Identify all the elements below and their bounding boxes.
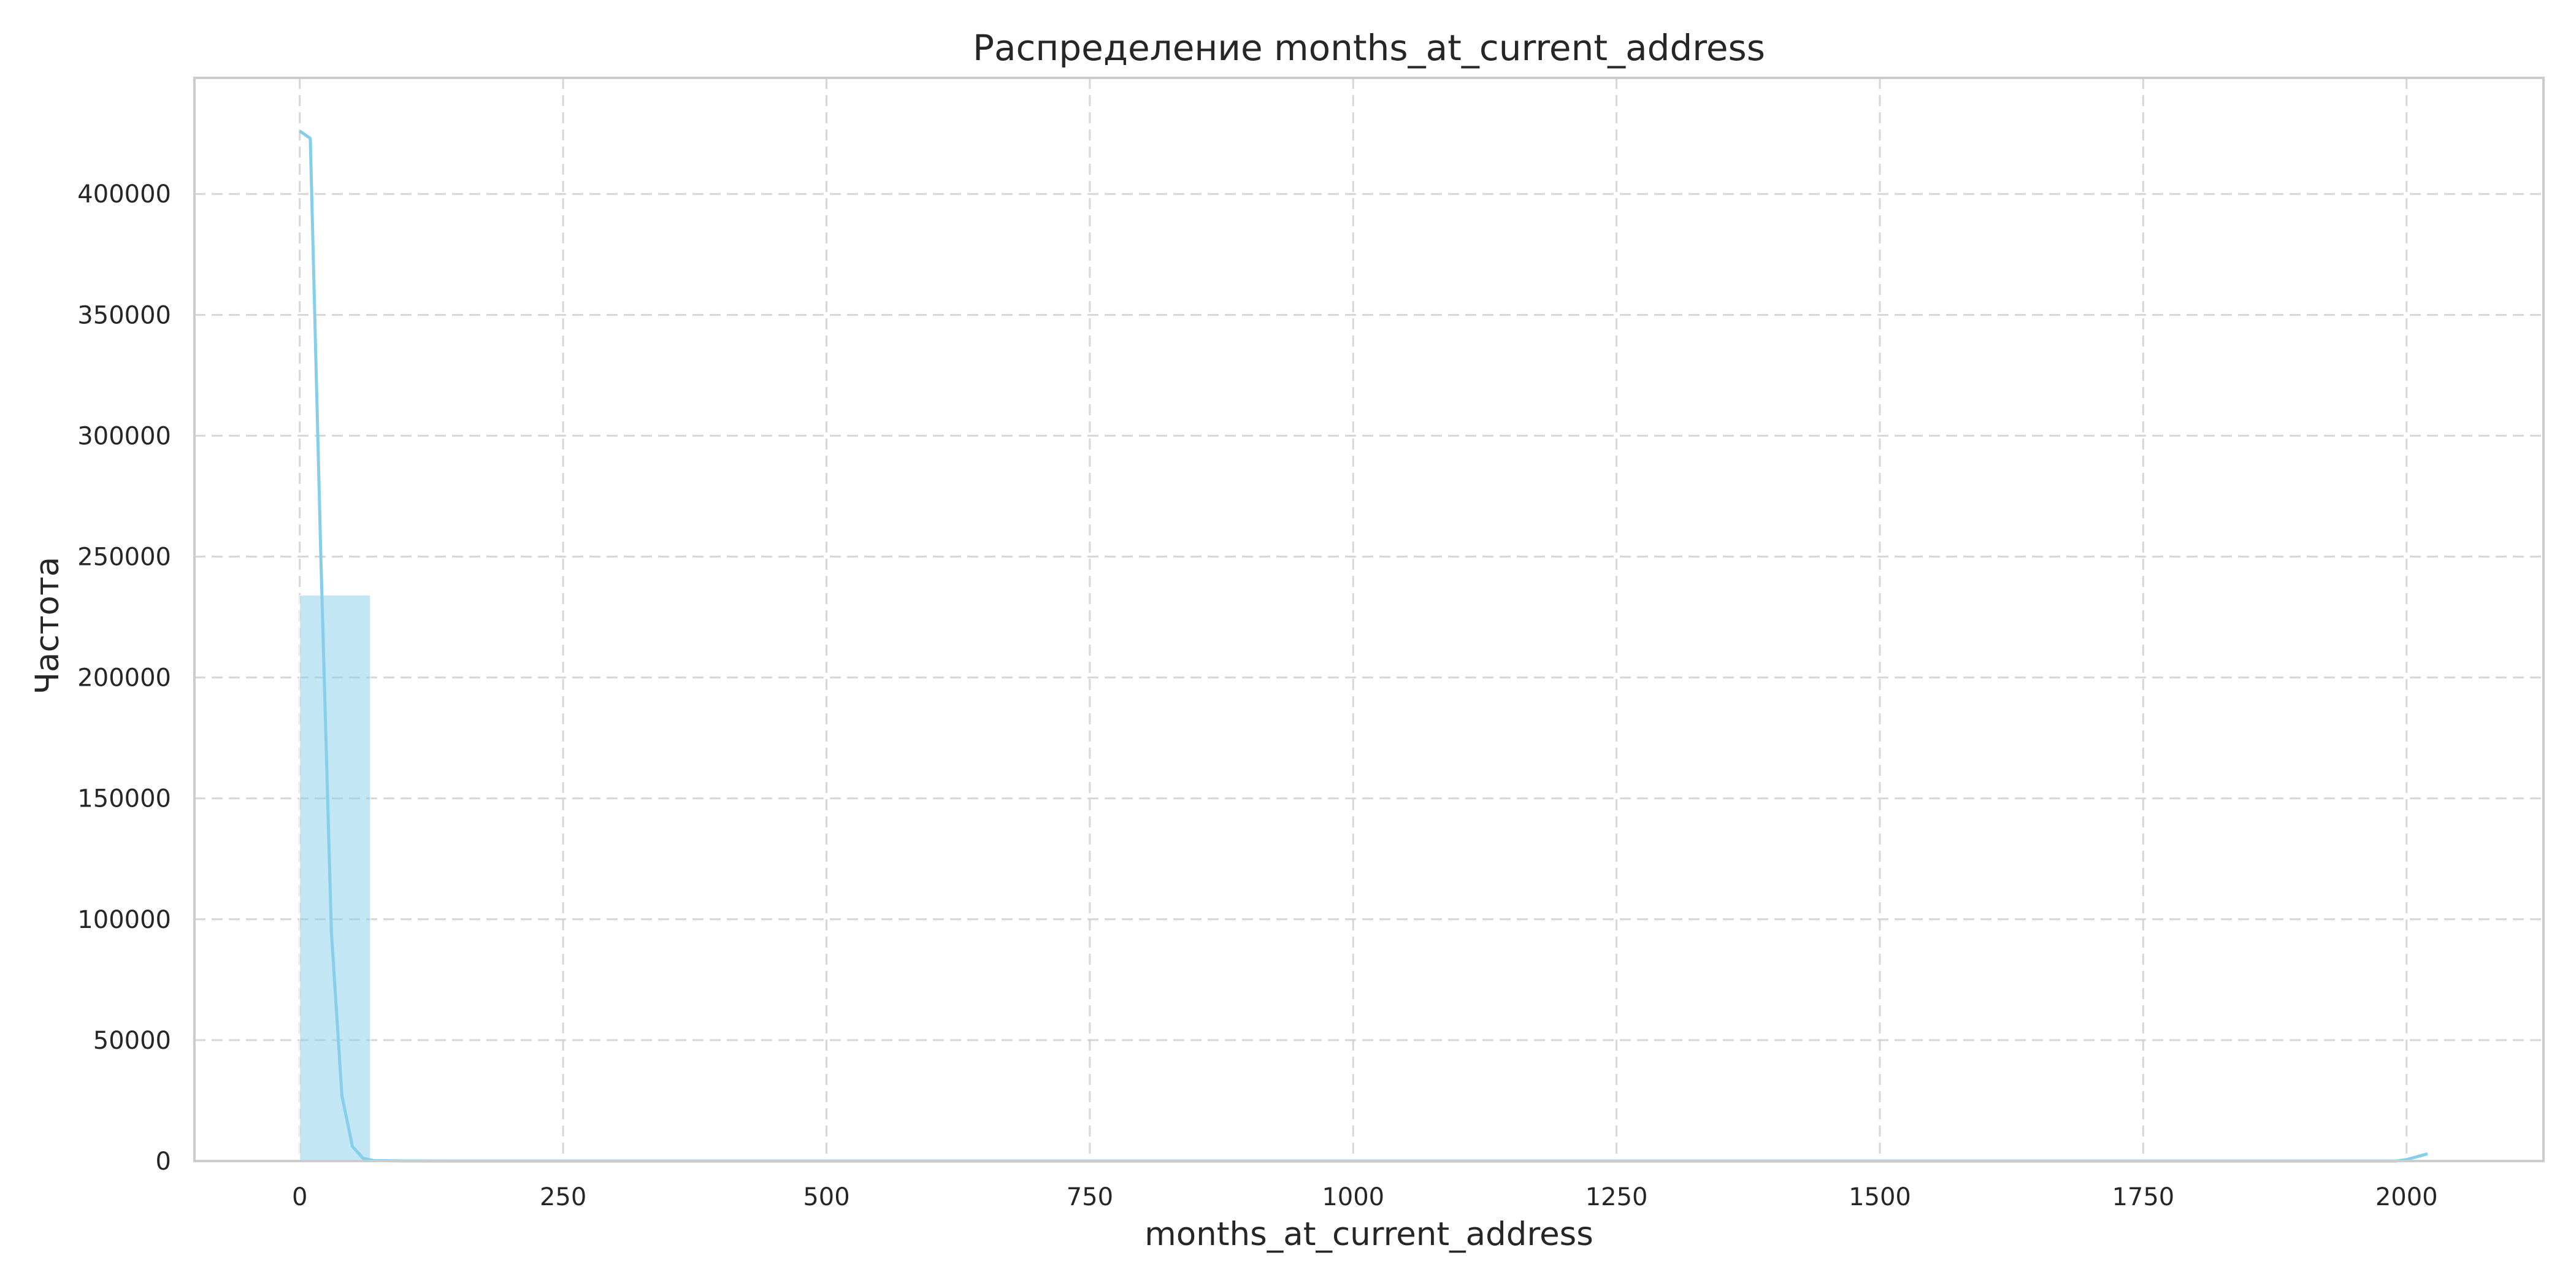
y-axis-label: Частота — [29, 557, 66, 695]
y-tick-label: 350000 — [77, 301, 171, 329]
y-tick-label: 100000 — [77, 906, 171, 934]
bar-layer — [299, 595, 442, 1162]
x-tick-label: 2000 — [2375, 1183, 2438, 1211]
x-tick-label: 750 — [1067, 1183, 1113, 1211]
x-axis-label: months_at_current_address — [1144, 1216, 1593, 1253]
kde-series-line — [299, 129, 2428, 1163]
y-tick-labels: 0 50000 100000 150000 200000 250000 300000 3500… — [77, 180, 171, 1176]
x-tick-labels: 0 250 500 750 1000 1250 1500 1750 2000 — [292, 1183, 2438, 1211]
x-tick-label: 500 — [803, 1183, 849, 1211]
y-tick-label: 300000 — [77, 422, 171, 450]
y-tick-label: 400000 — [77, 180, 171, 209]
x-tick-label: 1750 — [2112, 1183, 2174, 1211]
kde-layer — [299, 129, 2428, 1163]
plot-frame — [193, 77, 2545, 1162]
x-tick-label: 250 — [540, 1183, 586, 1211]
histogram-bar — [299, 595, 371, 1162]
chart-title: Распределение months_at_current_address — [973, 27, 1765, 69]
y-tick-label: 150000 — [77, 785, 171, 813]
grid-layer — [194, 78, 2543, 1162]
x-tick-label: 1500 — [1849, 1183, 1911, 1211]
x-tick-label: 1000 — [1322, 1183, 1384, 1211]
x-tick-label: 1250 — [1585, 1183, 1648, 1211]
y-tick-label: 50000 — [93, 1027, 171, 1055]
x-tick-label: 0 — [292, 1183, 307, 1211]
y-tick-label: 200000 — [77, 664, 171, 692]
y-tick-label: 250000 — [77, 543, 171, 572]
y-tick-label: 0 — [156, 1148, 171, 1176]
